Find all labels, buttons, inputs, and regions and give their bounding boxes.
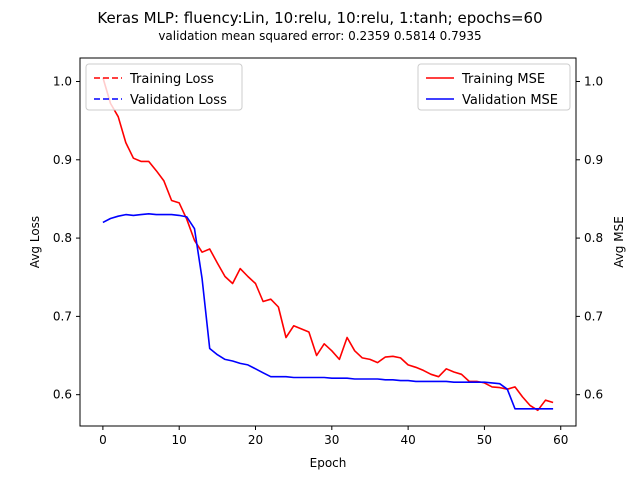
x-tick-label: 10 bbox=[172, 433, 187, 447]
y-axis-label-left: Avg Loss bbox=[28, 216, 42, 268]
y-tick-label-left: 1.0 bbox=[53, 74, 72, 88]
y-tick-label-right: 0.6 bbox=[584, 388, 603, 402]
legend-box-1 bbox=[417, 63, 571, 111]
y-tick-label-left: 0.9 bbox=[53, 153, 72, 167]
x-axis-label: Epoch bbox=[310, 456, 347, 470]
legend-label-0-0: Training Loss bbox=[129, 72, 214, 87]
legend-label-1-0: Training MSE bbox=[461, 72, 545, 87]
y-tick-label-left: 0.8 bbox=[53, 231, 72, 245]
series-layer bbox=[102, 77, 554, 412]
legend-label-0-1: Validation Loss bbox=[130, 93, 227, 108]
x-tick-label: 30 bbox=[324, 433, 339, 447]
chart-subtitle: validation mean squared error: 0.2359 0.… bbox=[158, 29, 481, 43]
y-axis-label-right: Avg MSE bbox=[612, 216, 626, 268]
y-tick-label-right: 0.9 bbox=[584, 153, 603, 167]
y-tick-label-right: 1.0 bbox=[584, 74, 603, 88]
legend-label-1-1: Validation MSE bbox=[462, 93, 558, 108]
x-tick-label: 60 bbox=[553, 433, 568, 447]
y-tick-label-left: 0.6 bbox=[53, 388, 72, 402]
y-tick-label-left: 0.7 bbox=[53, 309, 72, 323]
plot-frame bbox=[79, 57, 577, 427]
chart-title: Keras MLP: fluency:Lin, 10:relu, 10:relu… bbox=[97, 9, 542, 27]
x-tick-label: 40 bbox=[400, 433, 415, 447]
x-tick-label: 50 bbox=[477, 433, 492, 447]
legend-box-0 bbox=[85, 63, 243, 111]
x-tick-label: 0 bbox=[99, 433, 107, 447]
legend-layer: Training Loss Validation Loss Training MSE… bbox=[85, 63, 571, 111]
y-tick-label-right: 0.7 bbox=[584, 309, 603, 323]
y-tick-label-right: 0.8 bbox=[584, 231, 603, 245]
series-line-1 bbox=[102, 213, 554, 410]
ticks-layer: 0 10 20 30 40 50 60 0.6 0.6 0.7 0.7 0.8 0.8 0.9 0.9 1.0… bbox=[53, 74, 603, 447]
x-tick-label: 20 bbox=[248, 433, 263, 447]
